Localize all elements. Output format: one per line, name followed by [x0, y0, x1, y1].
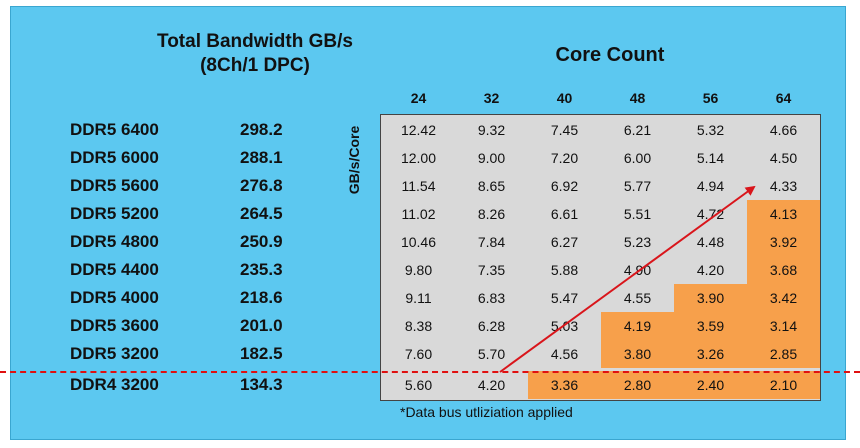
trend-arrow [499, 185, 756, 373]
table-cell: 12.00 [400, 150, 437, 166]
bandwidth-title-text: Total Bandwidth GB/s [157, 31, 353, 52]
table-cell: 9.80 [404, 262, 433, 278]
column-header: 64 [775, 90, 792, 106]
table-cell: 12.42 [400, 122, 437, 138]
table-cell: 2.85 [747, 340, 820, 368]
table-cell: 9.11 [405, 290, 432, 306]
table-cell: 5.70 [477, 346, 506, 362]
table-cell: 6.21 [623, 122, 652, 138]
table-cell: 5.77 [623, 178, 652, 194]
table-cell: 2.80 [601, 371, 674, 399]
table-cell: 9.32 [477, 122, 506, 138]
row-memory-type: DDR5 4800 [70, 232, 159, 251]
table-cell: 3.90 [674, 284, 747, 312]
table-cell: 4.20 [696, 262, 725, 278]
row-memory-type: DDR4 3200 [70, 375, 159, 394]
row-bandwidth-value: 218.6 [240, 288, 283, 307]
table-cell: 4.72 [696, 206, 725, 222]
table-cell: 7.20 [550, 150, 579, 166]
table-cell: 6.61 [550, 206, 579, 222]
table-cell: 3.42 [747, 284, 820, 312]
table-cell: 6.28 [477, 318, 506, 334]
table-cell: 5.51 [623, 206, 652, 222]
table-cell: 5.23 [623, 234, 652, 250]
column-header: 56 [702, 90, 719, 106]
table-cell: 5.47 [550, 290, 579, 306]
table-cell: 5.14 [696, 150, 725, 166]
table-cell: 3.59 [674, 312, 747, 340]
row-bandwidth-value: 250.9 [240, 232, 283, 251]
table-cell: 7.60 [404, 346, 433, 362]
table-cell: 6.83 [477, 290, 506, 306]
table-cell: 11.02 [401, 206, 436, 222]
table-cell: 7.35 [477, 262, 506, 278]
table-cell: 6.92 [550, 178, 579, 194]
table-cell: 5.32 [696, 122, 725, 138]
row-memory-type: DDR5 4000 [70, 288, 159, 307]
row-memory-type: DDR5 3200 [70, 344, 159, 363]
table-cell: 3.36 [528, 371, 601, 399]
row-memory-type: DDR5 4400 [70, 260, 159, 279]
row-bandwidth-value: 298.2 [240, 120, 283, 139]
table-cell: 4.33 [769, 178, 798, 194]
table-cell: 7.84 [477, 234, 506, 250]
table-cell: 3.68 [747, 256, 820, 284]
table-cell: 8.65 [477, 178, 506, 194]
table-cell: 7.45 [550, 122, 579, 138]
bandwidth-subtitle-text: (8Ch/1 DPC) [200, 55, 310, 76]
table-cell: 6.00 [623, 150, 652, 166]
table-cell: 4.56 [550, 346, 579, 362]
table-cell: 3.14 [747, 312, 820, 340]
row-memory-type: DDR5 6400 [70, 120, 159, 139]
table-cell: 4.94 [696, 178, 725, 194]
table-cell: 3.92 [747, 228, 820, 256]
table-cell: 6.27 [550, 234, 579, 250]
table-cell: 4.48 [696, 234, 725, 250]
table-cell: 4.50 [769, 150, 798, 166]
table-cell: 4.20 [477, 377, 506, 393]
row-bandwidth-value: 288.1 [240, 148, 283, 167]
row-bandwidth-value: 182.5 [240, 344, 283, 363]
table-cell: 5.60 [404, 377, 433, 393]
row-bandwidth-value: 134.3 [240, 375, 283, 394]
bandwidth-title: Total Bandwidth GB/s (8Ch/1 DPC) [130, 30, 380, 78]
row-bandwidth-value: 264.5 [240, 204, 283, 223]
column-header: 40 [556, 90, 573, 106]
row-bandwidth-value: 235.3 [240, 260, 283, 279]
column-header: 24 [410, 90, 427, 106]
table-cell: 9.00 [477, 150, 506, 166]
table-cell: 11.54 [401, 178, 436, 194]
table-cell: 8.26 [477, 206, 506, 222]
table-cell: 2.40 [674, 371, 747, 399]
row-memory-type: DDR5 6000 [70, 148, 159, 167]
row-memory-type: DDR5 3600 [70, 316, 159, 335]
table-cell: 3.80 [601, 340, 674, 368]
table-cell: 4.13 [747, 200, 820, 228]
core-count-title: Core Count [555, 44, 665, 66]
table-cell: 5.88 [550, 262, 579, 278]
row-bandwidth-value: 201.0 [240, 316, 283, 335]
table-cell: 4.66 [769, 122, 798, 138]
table-cell: 8.38 [404, 318, 433, 334]
ddr4-divider-line [0, 371, 860, 373]
table-cell: 3.26 [674, 340, 747, 368]
table-cell: 4.19 [601, 312, 674, 340]
table-cell: 4.55 [623, 290, 652, 306]
row-bandwidth-value: 276.8 [240, 176, 283, 195]
row-memory-type: DDR5 5200 [70, 204, 159, 223]
table-cell: 2.10 [747, 371, 820, 399]
column-header: 48 [629, 90, 646, 106]
column-header: 32 [483, 90, 500, 106]
table-cell: 10.46 [400, 234, 437, 250]
footnote: *Data bus utliziation applied [400, 404, 573, 420]
row-memory-type: DDR5 5600 [70, 176, 159, 195]
